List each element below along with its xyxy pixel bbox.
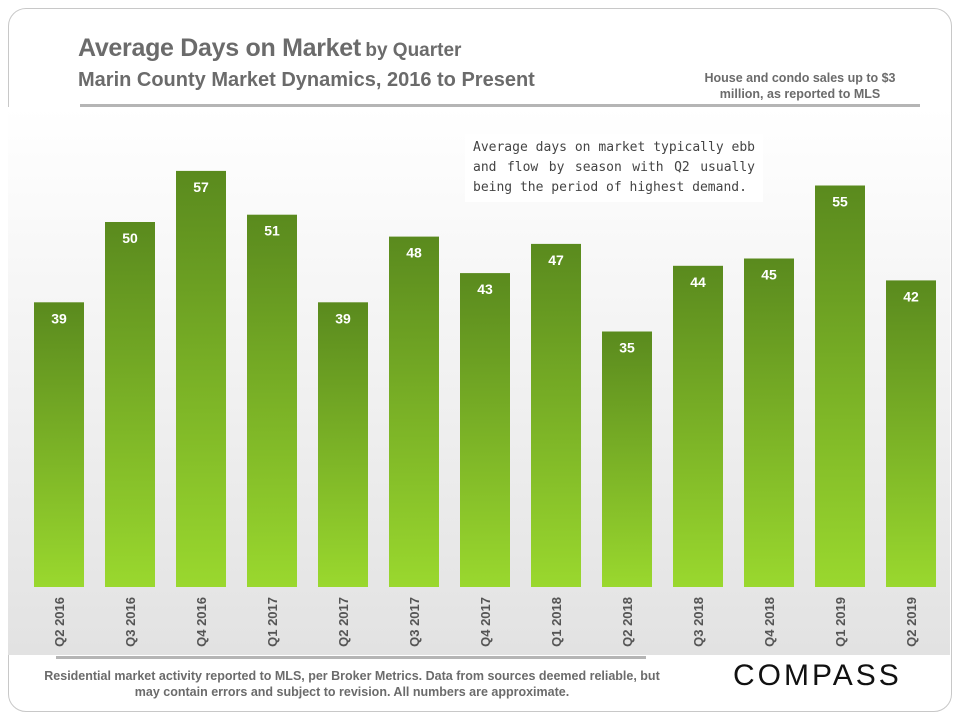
- title-main: Average Days on Market: [78, 34, 361, 62]
- bar-q2-2017: [318, 302, 368, 587]
- data-label: 51: [264, 223, 280, 239]
- data-label: 47: [548, 252, 564, 268]
- source-footnote: Residential market activity reported to …: [44, 669, 660, 699]
- category-label: Q4 2016: [194, 597, 209, 647]
- bar-q1-2018: [531, 243, 581, 587]
- category-label: Q2 2019: [904, 597, 919, 647]
- data-label: 44: [690, 274, 706, 290]
- category-label: Q3 2018: [691, 597, 706, 647]
- bar-q3-2018: [673, 265, 723, 587]
- bar-q3-2017: [389, 236, 439, 587]
- bar-q4-2018: [744, 258, 794, 587]
- category-label: Q4 2017: [478, 597, 493, 647]
- category-label: Q2 2016: [52, 597, 67, 647]
- data-label: 48: [406, 245, 422, 261]
- bar-q2-2016: [34, 302, 84, 587]
- data-label: 35: [619, 340, 635, 356]
- chart-title: Average Days on Market by Quarter: [78, 34, 461, 63]
- bar-q1-2017: [247, 214, 297, 587]
- category-label: Q3 2017: [407, 597, 422, 647]
- data-label: 57: [193, 179, 209, 195]
- data-label: 42: [903, 288, 919, 304]
- data-label: 39: [335, 310, 351, 326]
- scope-note: House and condo sales up to $3 million, …: [704, 71, 896, 101]
- bar-q2-2019: [886, 280, 936, 587]
- category-label: Q1 2017: [265, 597, 280, 647]
- chart-annotation: Average days on market typically ebb and…: [465, 134, 763, 202]
- bar-q4-2016: [176, 170, 226, 587]
- category-label: Q3 2016: [123, 597, 138, 647]
- category-label: Q1 2018: [549, 597, 564, 647]
- bar-q1-2019: [815, 185, 865, 587]
- chart-subtitle: Marin County Market Dynamics, 2016 to Pr…: [78, 69, 535, 91]
- header-divider: [80, 104, 920, 107]
- data-label: 50: [122, 230, 138, 246]
- data-label: 43: [477, 281, 493, 297]
- bar-q2-2018: [602, 331, 652, 587]
- data-label: 55: [832, 194, 848, 210]
- title-suffix: by Quarter: [365, 40, 462, 61]
- category-label: Q2 2017: [336, 597, 351, 647]
- category-label: Q4 2018: [762, 597, 777, 647]
- footer-divider: [56, 656, 646, 659]
- bar-q3-2016: [105, 222, 155, 587]
- category-label: Q2 2018: [620, 597, 635, 647]
- bar-q4-2017: [460, 273, 510, 587]
- data-label: 45: [761, 267, 777, 283]
- category-label: Q1 2019: [833, 597, 848, 647]
- data-label: 39: [51, 310, 67, 326]
- compass-logo: COMPASS: [733, 659, 902, 692]
